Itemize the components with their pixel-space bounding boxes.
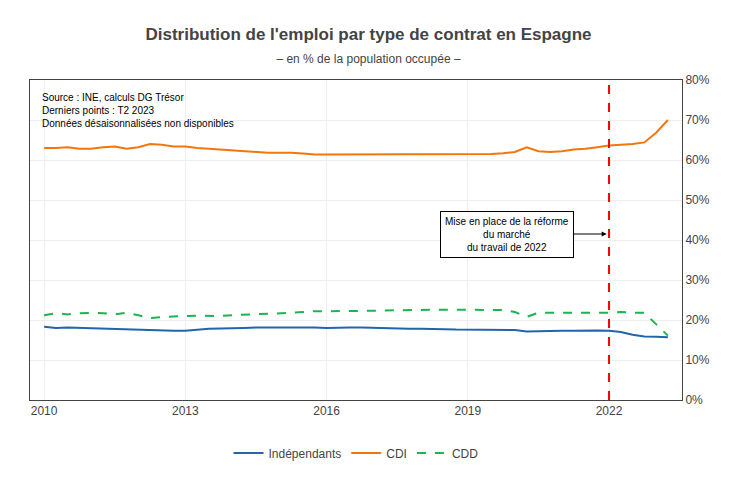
svg-text:Mise en place de la réformedu: Mise en place de la réformedu marchédu t… [445,216,569,253]
svg-text:50%: 50% [685,193,709,207]
svg-text:2019: 2019 [454,404,481,418]
svg-text:2022: 2022 [596,404,623,418]
svg-text:Source : INE, calculs DG Tréso: Source : INE, calculs DG TrésorDerniers … [42,92,234,129]
svg-text:80%: 80% [685,73,709,87]
svg-text:CDD: CDD [452,447,478,461]
svg-text:60%: 60% [685,153,709,167]
svg-text:0%: 0% [685,393,703,407]
svg-text:20%: 20% [685,313,709,327]
svg-text:70%: 70% [685,113,709,127]
svg-text:2013: 2013 [172,404,199,418]
svg-text:Distribution de l'emploi par t: Distribution de l'emploi par type de con… [145,25,591,44]
svg-text:40%: 40% [685,233,709,247]
svg-text:– en % de la population occupé: – en % de la population occupée – [276,52,460,66]
svg-text:CDI: CDI [386,447,407,461]
svg-text:10%: 10% [685,353,709,367]
svg-text:2016: 2016 [313,404,340,418]
svg-text:2010: 2010 [31,404,58,418]
svg-text:30%: 30% [685,273,709,287]
svg-text:Indépendants: Indépendants [269,447,342,461]
